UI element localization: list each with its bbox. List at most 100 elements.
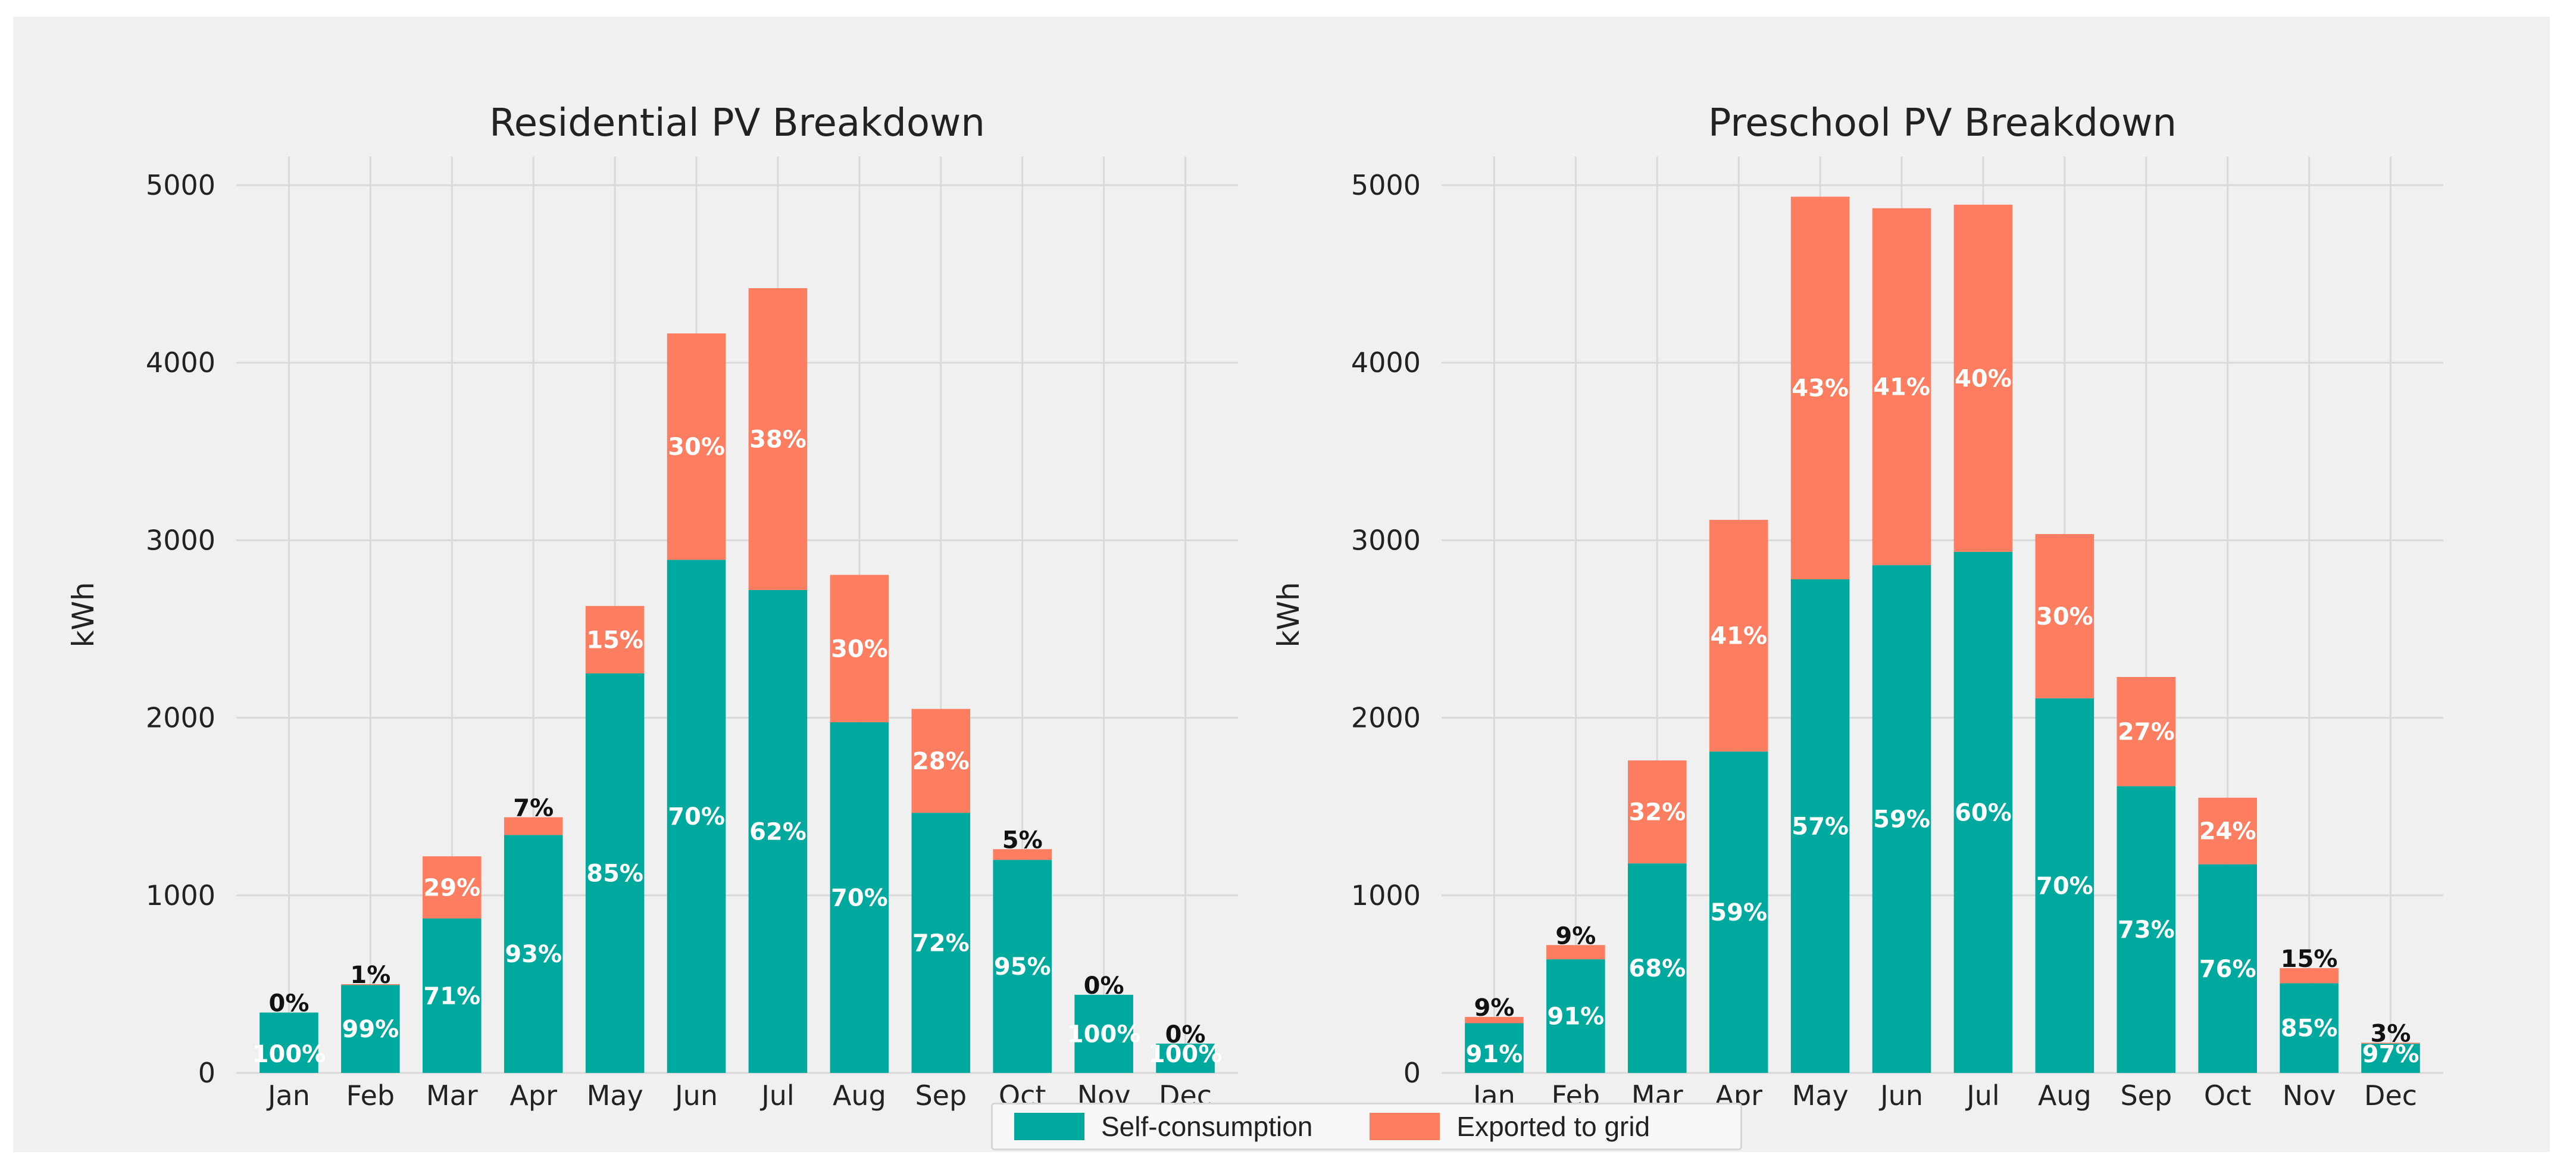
residential-ytick-label: 4000 — [146, 347, 215, 379]
preschool-self-pct-label: 68% — [1628, 955, 1686, 982]
preschool-self-pct-label: 91% — [1548, 1003, 1605, 1031]
preschool-bar-self-may — [1790, 579, 1850, 1073]
preschool-exported-pct-label: 43% — [1792, 375, 1849, 402]
preschool-bar-self-mar — [1628, 863, 1687, 1073]
residential-bar-self-nov — [1074, 994, 1133, 1073]
residential-bar-self-apr — [504, 835, 563, 1073]
preschool-bar-exported-nov — [2280, 968, 2339, 984]
residential-bar-exported-jun — [667, 333, 726, 560]
preschool-bar-self-jun — [1872, 565, 1931, 1073]
residential-exported-pct-label: 0% — [1084, 972, 1124, 1000]
preschool-bar-exported-mar — [1628, 760, 1687, 864]
preschool-xtick-label: Oct — [2204, 1079, 2252, 1112]
residential-self-pct-label: 71% — [423, 982, 480, 1010]
preschool-exported-pct-label: 41% — [1710, 623, 1767, 650]
residential-ytick-label: 0 — [198, 1057, 215, 1089]
residential-chart-title: Residential PV Breakdown — [489, 101, 985, 145]
preschool-bar-self-oct — [2198, 864, 2257, 1073]
residential-xtick-label: Mar — [426, 1079, 478, 1112]
preschool-ytick-label: 2000 — [1351, 702, 1421, 734]
residential-exported-pct-label: 0% — [1165, 1021, 1206, 1048]
preschool-ytick-label: 0 — [1403, 1057, 1421, 1089]
preschool-bar-exported-apr — [1709, 520, 1768, 752]
residential-bar-self-jun — [667, 560, 726, 1073]
residential-bar-exported-may — [585, 606, 645, 674]
preschool-bar-exported-sep — [2117, 677, 2176, 787]
residential-bar-self-jul — [748, 589, 808, 1073]
preschool-ylabel: kWh — [1271, 582, 1306, 647]
residential-self-pct-label: 70% — [831, 885, 888, 912]
preschool-ytick-label: 4000 — [1351, 347, 1421, 379]
residential-bar-self-jan — [260, 1012, 318, 1073]
residential-ytick-label: 1000 — [146, 879, 215, 912]
preschool-self-pct-label: 85% — [2281, 1015, 2338, 1043]
residential-xtick-label: May — [587, 1079, 643, 1112]
preschool-xtick-label: Jun — [1878, 1079, 1923, 1112]
residential-self-pct-label: 85% — [586, 860, 643, 888]
residential-bar-exported-sep — [911, 709, 971, 813]
legend-item-exported: Exported to grid — [1370, 1110, 1650, 1143]
preschool-exported-pct-label: 40% — [1955, 365, 2012, 392]
residential-bar-self-sep — [911, 813, 971, 1073]
preschool-bar-self-feb — [1546, 959, 1605, 1073]
residential-self-pct-label: 95% — [994, 953, 1051, 981]
residential-xtick-label: Sep — [915, 1079, 967, 1112]
preschool-exported-pct-label: 9% — [1555, 922, 1596, 950]
preschool-ytick-label: 5000 — [1351, 169, 1421, 201]
legend-label-self-consumption: Self-consumption — [1101, 1111, 1313, 1142]
residential-exported-pct-label: 30% — [668, 433, 725, 461]
preschool-ytick-label: 1000 — [1351, 879, 1421, 912]
preschool-self-pct-label: 97% — [2362, 1041, 2419, 1068]
residential-bar-exported-jul — [748, 288, 808, 590]
residential-xtick-label: Jan — [266, 1079, 310, 1112]
residential-exported-pct-label: 7% — [513, 795, 554, 822]
preschool-bar-self-sep — [2117, 786, 2176, 1073]
preschool-bar-self-jan — [1465, 1023, 1524, 1073]
preschool-bar-self-dec — [2361, 1043, 2420, 1073]
preschool-bar-exported-feb — [1546, 945, 1605, 960]
residential-bar-self-aug — [830, 722, 889, 1073]
residential-xtick-label: Apr — [509, 1079, 557, 1112]
preschool-ytick-label: 3000 — [1351, 524, 1421, 556]
residential-bar-self-dec — [1156, 1043, 1215, 1073]
preschool-exported-pct-label: 41% — [1873, 373, 1930, 401]
residential-self-pct-label: 93% — [505, 941, 562, 968]
legend-label-exported: Exported to grid — [1456, 1111, 1650, 1142]
preschool-self-pct-label: 59% — [1710, 899, 1767, 926]
residential-bar-exported-oct — [993, 849, 1052, 860]
preschool-bar-exported-jun — [1872, 208, 1931, 566]
residential-self-pct-label: 100% — [1149, 1041, 1223, 1068]
residential-self-pct-label: 72% — [912, 930, 970, 957]
residential-xtick-label: Jul — [759, 1079, 795, 1112]
residential-ytick-label: 5000 — [146, 169, 215, 201]
legend: Self-consumption Exported to grid — [991, 1103, 1742, 1150]
residential-exported-pct-label: 0% — [268, 990, 309, 1018]
residential-xtick-label: Feb — [346, 1079, 395, 1112]
preschool-bar-self-apr — [1709, 751, 1768, 1073]
preschool-bar-exported-may — [1790, 196, 1850, 580]
preschool-bar-exported-jan — [1465, 1017, 1524, 1023]
residential-exported-pct-label: 28% — [912, 748, 970, 775]
preschool-chart-title: Preschool PV Breakdown — [1708, 101, 2177, 145]
preschool-xtick-label: Aug — [2038, 1079, 2092, 1112]
legend-swatch-self-consumption — [1014, 1113, 1084, 1140]
residential-bar-self-mar — [423, 918, 482, 1073]
preschool-xtick-label: Sep — [2120, 1079, 2172, 1112]
preschool-bar-self-aug — [2035, 698, 2094, 1073]
residential-xtick-label: Jun — [673, 1079, 718, 1112]
preschool-self-pct-label: 76% — [2199, 956, 2256, 983]
preschool-bar-exported-jul — [1953, 204, 2013, 552]
preschool-exported-pct-label: 3% — [2371, 1020, 2411, 1047]
preschool-xtick-label: Nov — [2283, 1079, 2336, 1112]
figure-canvas: 0 1000 2000 3000 4000 5000 Residential PV Brea… — [66, 101, 2443, 1112]
preschool-exported-pct-label: 9% — [1474, 994, 1514, 1022]
preschool-xtick-label: Dec — [2364, 1079, 2417, 1112]
preschool-xtick-label: Jul — [1965, 1079, 2000, 1112]
residential-bar-self-may — [585, 673, 645, 1073]
residential-bar-exported-feb — [341, 984, 400, 985]
residential-self-pct-label: 100% — [1067, 1021, 1141, 1048]
residential-xtick-label: Aug — [833, 1079, 886, 1112]
residential-exported-pct-label: 1% — [350, 962, 390, 989]
preschool-exported-pct-label: 24% — [2199, 818, 2256, 845]
residential-self-pct-label: 70% — [668, 803, 725, 831]
